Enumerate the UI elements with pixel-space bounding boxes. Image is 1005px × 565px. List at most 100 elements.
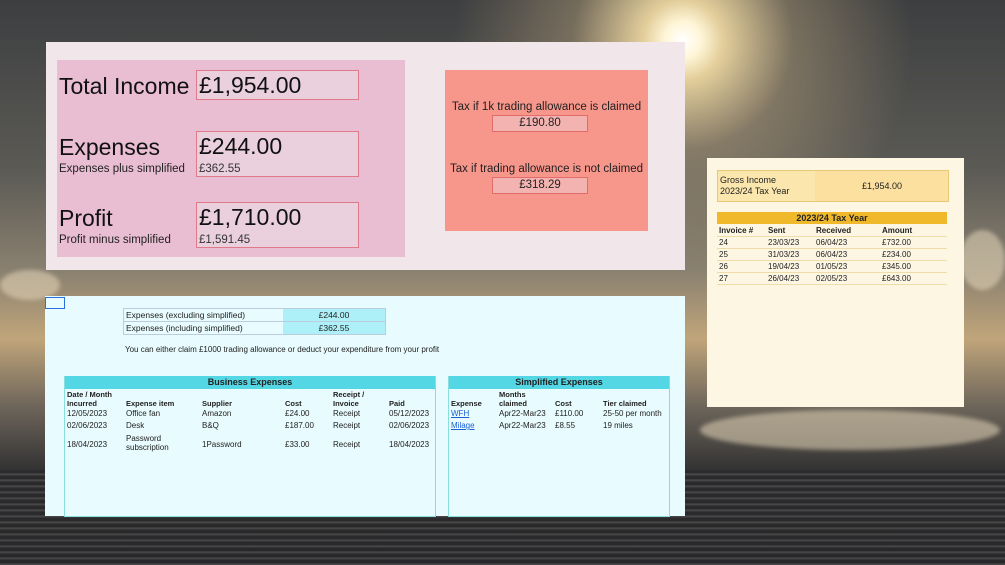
col-invoice-number: Invoice # (719, 226, 754, 235)
expenses-excluding-value: £244.00 (283, 309, 385, 321)
expense-receipt: Receipt (333, 440, 361, 449)
summary-panel: Total Income £1,954.00 Expenses Expenses… (46, 42, 685, 270)
invoice-sent: 23/03/23 (768, 238, 800, 247)
profit-label: Profit (59, 205, 113, 231)
gross-income-box: Gross Income 2023/24 Tax Year £1,954.00 (717, 170, 949, 202)
col-received: Received (816, 226, 852, 235)
tax-not-claimed-label: Tax if trading allowance is not claimed (449, 163, 644, 175)
total-income-value: £1,954.00 (199, 72, 302, 98)
simplified-cost: £110.00 (555, 409, 584, 418)
simplified-tier: 19 miles (603, 421, 633, 430)
gross-income-value: £1,954.00 (862, 181, 903, 191)
col-amount: Amount (882, 226, 913, 235)
expenses-including-value: £362.55 (283, 322, 385, 334)
expense-item: Desk (126, 421, 145, 430)
invoice-number: 24 (719, 238, 728, 247)
expense-cost: £24.00 (285, 409, 310, 418)
expense-receipt: Receipt (333, 409, 361, 418)
col-paid: Paid (389, 399, 405, 408)
expense-item: Office fan (126, 409, 161, 418)
expenses-summary-grid: Expenses (excluding simplified) £244.00 … (123, 308, 386, 335)
col-date: Date / Month Incurred (67, 390, 112, 408)
invoice-received: 01/05/23 (816, 262, 848, 271)
expense-supplier: Amazon (202, 409, 232, 418)
simplified-expenses-title: Simplified Expenses (449, 376, 669, 389)
business-expenses-title: Business Expenses (65, 376, 435, 389)
invoice-received: 02/05/23 (816, 274, 848, 283)
col-sent: Sent (768, 226, 786, 235)
table-row[interactable]: 25 31/03/23 06/04/23 £234.00 (717, 249, 947, 261)
profit-sub-label: Profit minus simplified (59, 234, 171, 246)
table-row[interactable]: 27 26/04/23 02/05/23 £643.00 (717, 273, 947, 285)
expenses-field[interactable]: £244.00 £362.55 (196, 131, 359, 177)
expenses-including-row[interactable]: Expenses (including simplified) £362.55 (123, 322, 386, 335)
col-receipt: Receipt / Invoice (333, 390, 365, 408)
col-supplier: Supplier (202, 399, 233, 408)
tax-not-claimed-value[interactable]: £318.29 (492, 177, 588, 194)
cloud (700, 410, 1000, 450)
cloud (0, 270, 60, 300)
invoice-table: Invoice # Sent Received Amount 24 23/03/… (717, 225, 947, 285)
expenses-excluding-row[interactable]: Expenses (excluding simplified) £244.00 (123, 308, 386, 322)
total-income-label: Total Income (59, 73, 190, 99)
invoice-amount: £234.00 (882, 250, 911, 259)
table-row[interactable]: 12/05/2023 Office fan Amazon £24.00 Rece… (65, 409, 435, 421)
table-row[interactable]: 18/04/2023 Password subscription 1Passwo… (65, 434, 435, 454)
expense-paid: 02/06/2023 (389, 421, 430, 430)
table-row[interactable]: 26 19/04/23 01/05/23 £345.00 (717, 261, 947, 273)
expenses-panel: Expenses (excluding simplified) £244.00 … (45, 296, 685, 517)
expense-paid: 18/04/2023 (389, 440, 430, 449)
simplified-months: Apr22-Mar23 (499, 409, 546, 418)
tax-claimed-value[interactable]: £190.80 (492, 115, 588, 132)
expenses-excluding-label: Expenses (excluding simplified) (126, 310, 246, 320)
tax-claimed-label: Tax if 1k trading allowance is claimed (451, 101, 642, 113)
invoice-received: 06/04/23 (816, 238, 848, 247)
gross-income-value-cell[interactable] (815, 171, 948, 201)
simplified-expense-link[interactable]: Milage (451, 421, 475, 430)
invoice-amount: £345.00 (882, 262, 911, 271)
business-expenses-header-row: Date / Month Incurred Expense item Suppl… (65, 389, 435, 409)
expenses-sub-label: Expenses plus simplified (59, 163, 185, 175)
expense-cost: £33.00 (285, 440, 310, 449)
invoice-amount: £643.00 (882, 274, 911, 283)
table-row[interactable]: Milage Apr22-Mar23 £8.55 19 miles (449, 421, 669, 433)
expenses-label: Expenses (59, 134, 161, 160)
invoice-received: 06/04/23 (816, 250, 848, 259)
expense-supplier: B&Q (202, 421, 219, 430)
expense-date: 18/04/2023 (67, 440, 108, 449)
expenses-sub-value: £362.55 (199, 163, 241, 175)
invoices-panel: Gross Income 2023/24 Tax Year £1,954.00 … (707, 158, 964, 407)
simplified-expenses-header-row: Expense Months claimed Cost Tier claimed (449, 389, 669, 409)
expense-item: Password subscription (126, 434, 169, 452)
col-months-claimed: Months claimed (499, 390, 527, 408)
total-income-field[interactable]: £1,954.00 (196, 70, 359, 100)
col-simplified-cost: Cost (555, 399, 572, 408)
business-expenses-table: Business Expenses Date / Month Incurred … (64, 376, 436, 517)
gross-income-label-line2: 2023/24 Tax Year (720, 186, 790, 196)
simplified-expense-link[interactable]: WFH (451, 409, 470, 418)
expense-paid: 05/12/2023 (389, 409, 430, 418)
expense-date: 12/05/2023 (67, 409, 108, 418)
table-row[interactable]: 24 23/03/23 06/04/23 £732.00 (717, 237, 947, 249)
profit-field[interactable]: £1,710.00 £1,591.45 (196, 202, 359, 248)
col-expense-item: Expense item (126, 399, 175, 408)
gross-income-label-line1: Gross Income (720, 175, 777, 185)
trading-allowance-note: You can either claim £1000 trading allow… (125, 345, 440, 354)
expense-supplier: 1Password (202, 440, 242, 449)
invoice-sent: 26/04/23 (768, 274, 800, 283)
invoice-number: 27 (719, 274, 728, 283)
selected-cell[interactable] (45, 297, 65, 309)
simplified-expenses-table: Simplified Expenses Expense Months claim… (448, 376, 670, 517)
table-row[interactable]: 02/06/2023 Desk B&Q £187.00 Receipt 02/0… (65, 421, 435, 434)
invoice-sent: 31/03/23 (768, 250, 800, 259)
invoice-header-row: Invoice # Sent Received Amount (717, 225, 947, 237)
expense-date: 02/06/2023 (67, 421, 108, 430)
cloud (960, 230, 1005, 290)
tax-block: Tax if 1k trading allowance is claimed £… (445, 70, 648, 231)
profit-sub-value: £1,591.45 (199, 234, 251, 246)
table-row[interactable]: WFH Apr22-Mar23 £110.00 25-50 per month (449, 409, 669, 421)
invoice-number: 26 (719, 262, 728, 271)
simplified-tier: 25-50 per month (603, 409, 662, 418)
profit-value: £1,710.00 (199, 204, 302, 230)
expenses-including-label: Expenses (including simplified) (126, 323, 243, 333)
